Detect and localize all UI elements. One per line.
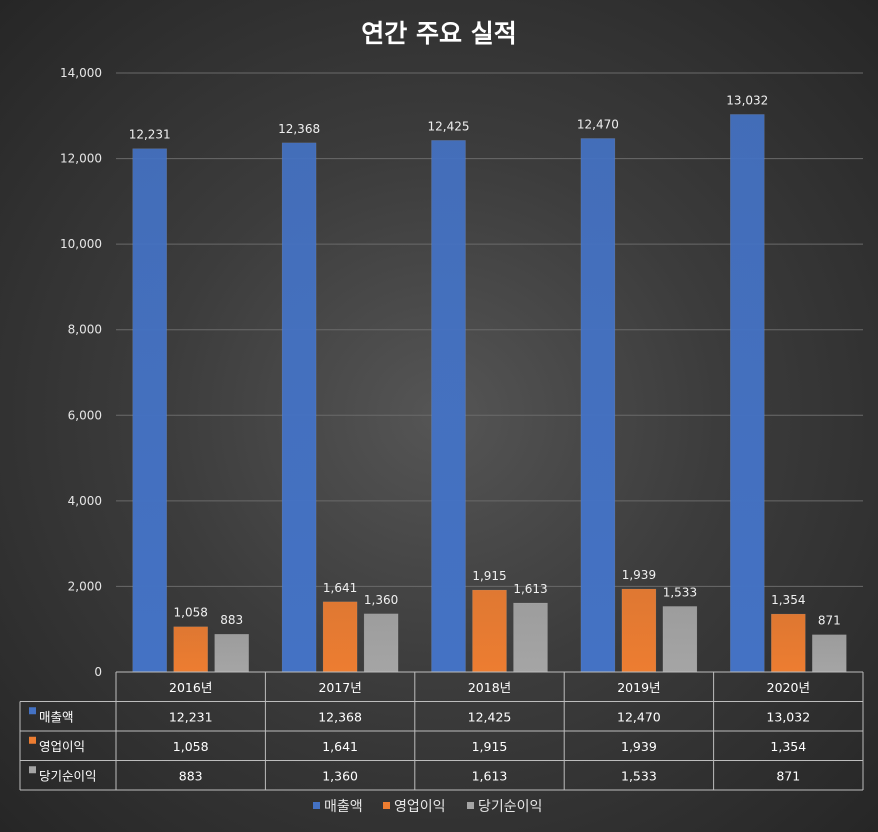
table-cell: 1,533 [621, 768, 657, 783]
table-cell: 12,231 [169, 709, 213, 724]
table-cell: 1,058 [173, 739, 209, 754]
y-tick-label: 6,000 [68, 408, 102, 422]
data-label: 13,032 [726, 93, 768, 107]
bar-매출액-2020년 [730, 114, 765, 673]
data-label: 883 [220, 613, 243, 627]
table-header-cell: 2017년 [318, 680, 361, 695]
bar-영업이익-2019년 [621, 588, 657, 673]
legend-label: 매출액 [324, 799, 363, 815]
y-tick-label: 10,000 [60, 237, 102, 251]
table-legend-key [29, 766, 36, 774]
data-label: 12,368 [278, 122, 320, 136]
table-cell: 1,641 [322, 739, 358, 754]
data-label: 871 [818, 614, 841, 628]
table-cell: 1,360 [322, 768, 358, 783]
y-tick-label: 4,000 [68, 494, 102, 508]
data-label: 1,641 [323, 581, 357, 595]
bar-당기순이익-2016년 [214, 633, 249, 673]
chart-title: 연간 주요 실적 [361, 19, 516, 48]
bar-영업이익-2017년 [322, 601, 358, 673]
data-label: 1,360 [364, 593, 398, 607]
table-row-label: 매출액 [39, 709, 74, 724]
data-label: 1,613 [513, 582, 547, 596]
y-tick-label: 2,000 [68, 579, 102, 593]
table-cell: 1,354 [770, 739, 806, 754]
bars [132, 114, 847, 673]
data-label: 1,058 [174, 606, 208, 620]
table-header-cell: 2019년 [617, 680, 660, 695]
table-cell: 1,939 [621, 739, 657, 754]
bar-매출액-2018년 [431, 140, 466, 673]
y-tick-label: 12,000 [60, 152, 102, 166]
bar-당기순이익-2017년 [363, 613, 399, 673]
y-tick-label: 14,000 [60, 66, 102, 80]
table-cell: 1,613 [472, 768, 508, 783]
data-label: 12,231 [129, 128, 171, 142]
table-header-cell: 2018년 [468, 680, 511, 695]
table-row-label: 당기순이익 [39, 768, 97, 783]
bar-영업이익-2018년 [472, 589, 507, 673]
table-header-cell: 2020년 [767, 680, 810, 695]
table-cell: 12,425 [468, 709, 512, 724]
legend-swatch-영업이익 [383, 802, 390, 809]
data-label: 1,354 [771, 593, 805, 607]
data-label: 1,915 [472, 569, 506, 583]
data-label: 12,425 [428, 119, 470, 133]
table-cell: 1,915 [472, 739, 508, 754]
gridlines [116, 72, 863, 587]
bar-매출액-2017년 [281, 142, 317, 673]
data-label: 1,939 [622, 568, 656, 582]
table-cell: 13,032 [766, 709, 810, 724]
table-legend-key [29, 707, 36, 715]
legend-label: 영업이익 [394, 799, 446, 815]
table-row-label: 영업이익 [39, 739, 85, 754]
data-label: 1,533 [663, 585, 697, 599]
bar-매출액-2016년 [132, 148, 167, 673]
table-cell: 871 [776, 768, 800, 783]
legend-label: 당기순이익 [478, 799, 542, 815]
y-axis-ticks: 0 2,000 4,000 6,000 8,000 10,000 12,000 14,000 [60, 66, 102, 679]
legend-swatch-매출액 [313, 802, 320, 809]
y-tick-label: 0 [94, 665, 102, 679]
bar-당기순이익-2018년 [513, 602, 548, 673]
table-legend-key [29, 736, 36, 744]
table-cell: 12,470 [617, 709, 661, 724]
bar-매출액-2019년 [580, 138, 616, 673]
data-label: 12,470 [577, 117, 619, 131]
bar-당기순이익-2019년 [662, 606, 698, 673]
table-cell: 12,368 [318, 709, 362, 724]
legend-swatch-당기순이익 [467, 802, 474, 809]
bar-영업이익-2016년 [173, 626, 208, 673]
y-tick-label: 8,000 [68, 323, 102, 337]
data-labels: 12,231 1,058 883 12,368 1,641 1,360 12,425 1,91… [129, 93, 841, 627]
legend: 매출액 영업이익 당기순이익 [313, 799, 542, 815]
bar-영업이익-2020년 [771, 613, 806, 673]
bar-당기순이익-2020년 [812, 634, 847, 673]
table-header-cell: 2016년 [169, 680, 212, 695]
table-cell: 883 [179, 768, 203, 783]
